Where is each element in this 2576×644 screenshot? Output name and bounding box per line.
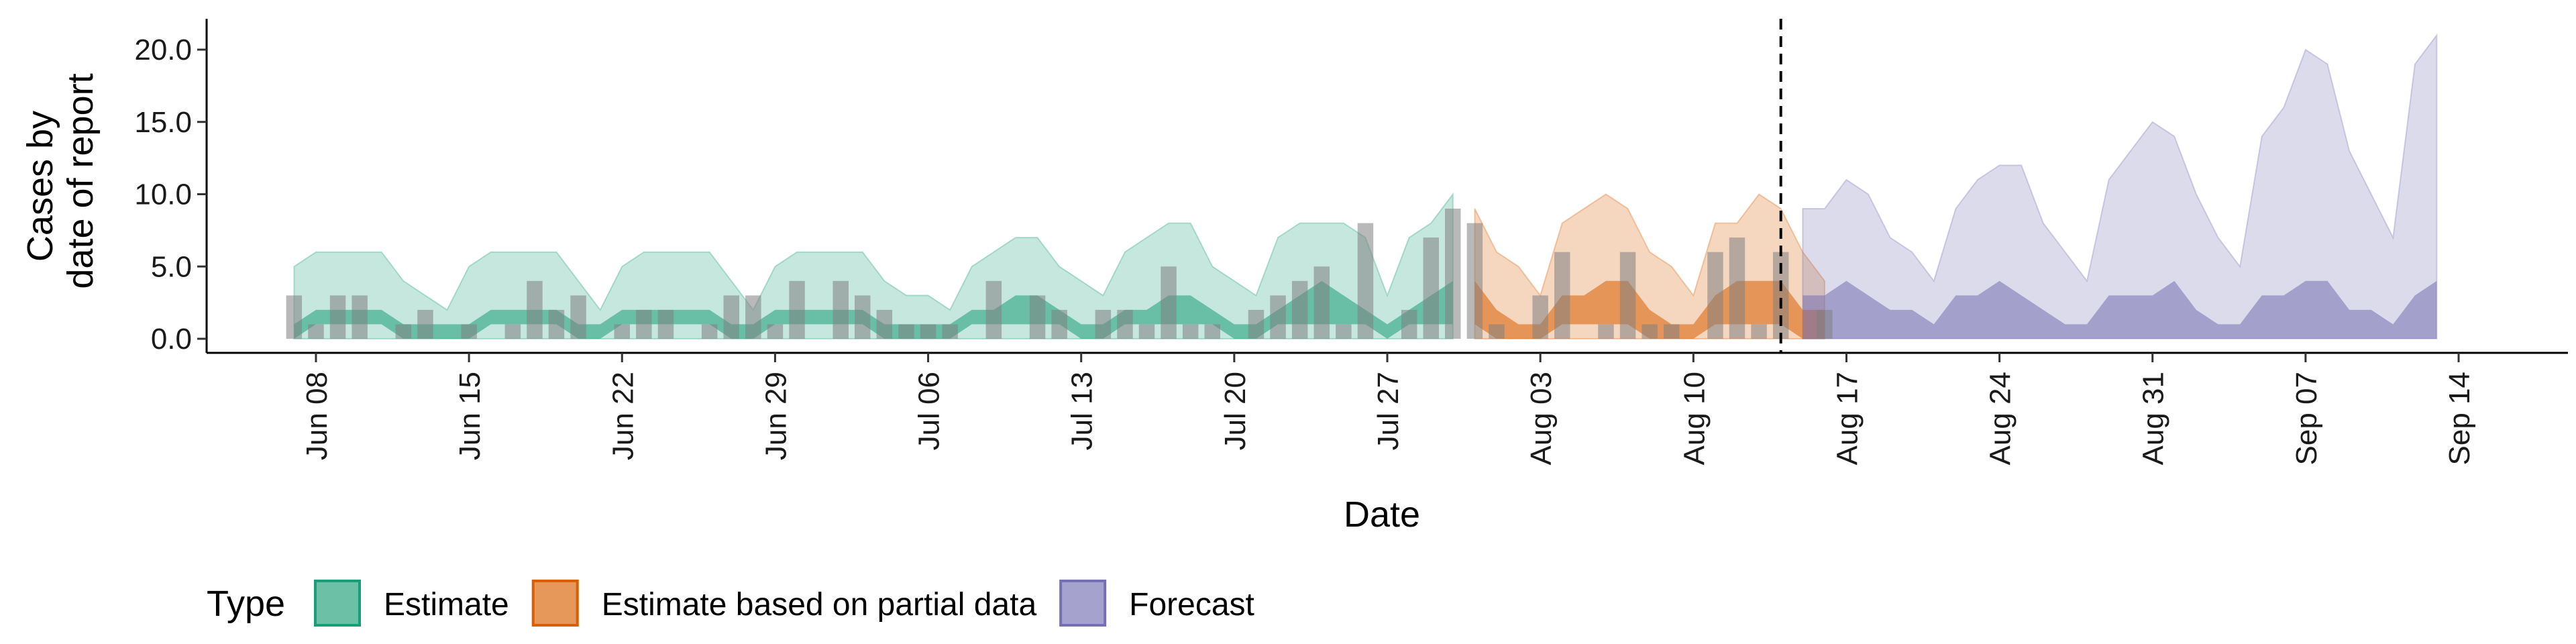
x-tick-label: Jun 22 bbox=[606, 372, 639, 460]
x-tick-label: Jun 29 bbox=[759, 372, 792, 460]
legend: Type Estimate Estimate based on partial d… bbox=[207, 580, 1254, 627]
observed-bar bbox=[1401, 309, 1417, 339]
observed-bar bbox=[789, 280, 805, 339]
x-tick-label: Aug 17 bbox=[1831, 372, 1864, 465]
observed-bar bbox=[352, 295, 368, 339]
legend-label-3: Forecast bbox=[1129, 587, 1254, 623]
observed-bar bbox=[1817, 309, 1833, 339]
observed-bars bbox=[286, 209, 1833, 339]
observed-bar bbox=[1598, 324, 1614, 339]
observed-bar bbox=[1554, 252, 1570, 339]
observed-bar bbox=[876, 309, 893, 339]
observed-bar bbox=[417, 309, 433, 339]
observed-bar bbox=[1182, 324, 1199, 339]
x-tick-label: Aug 24 bbox=[1984, 372, 2017, 465]
series-3-band-90 bbox=[1802, 33, 2438, 339]
x-axis-title: Date bbox=[1344, 494, 1420, 535]
legend-key-1 bbox=[314, 580, 361, 627]
observed-bar bbox=[570, 295, 586, 339]
y-tick-label: 0.0 bbox=[151, 323, 192, 356]
observed-bar bbox=[1336, 324, 1352, 339]
observed-bar bbox=[1423, 237, 1439, 339]
axis-titles: Date Cases by date of report bbox=[20, 73, 1420, 535]
legend-label-2: Estimate based on partial data bbox=[602, 587, 1037, 623]
x-tick-label: Jul 06 bbox=[913, 372, 946, 450]
observed-bar bbox=[1161, 266, 1177, 339]
observed-bar bbox=[833, 280, 849, 339]
legend-title: Type bbox=[207, 584, 285, 624]
observed-bar bbox=[636, 309, 652, 339]
x-tick-label: Jun 08 bbox=[301, 372, 333, 460]
observed-bar bbox=[1291, 280, 1308, 339]
legend-label-1: Estimate bbox=[384, 587, 509, 623]
y-axis-title-line-1: Cases by bbox=[20, 111, 60, 262]
observed-bar bbox=[548, 309, 565, 339]
observed-bar bbox=[1204, 324, 1220, 339]
x-tick-label: Aug 31 bbox=[2137, 372, 2170, 465]
x-tick-label: Sep 07 bbox=[2290, 372, 2323, 465]
observed-bar bbox=[286, 295, 303, 339]
observed-bar bbox=[1117, 309, 1133, 339]
observed-bar bbox=[1051, 309, 1067, 339]
observed-bar bbox=[308, 324, 324, 339]
observed-bar bbox=[1029, 295, 1046, 339]
observed-bar bbox=[701, 324, 718, 339]
observed-bar bbox=[1357, 223, 1374, 339]
y-tick-label: 10.0 bbox=[134, 178, 192, 211]
x-tick-label: Aug 10 bbox=[1678, 372, 1711, 465]
observed-bar bbox=[1489, 324, 1505, 339]
observed-bar bbox=[1445, 209, 1461, 339]
legend-key-2 bbox=[531, 580, 579, 627]
observed-bar bbox=[985, 280, 1002, 339]
observed-bar bbox=[745, 295, 761, 339]
observed-bar bbox=[1270, 295, 1286, 339]
observed-bar bbox=[461, 324, 477, 339]
observed-bar bbox=[614, 324, 630, 339]
observed-bar bbox=[1729, 237, 1746, 339]
y-axis-title: Cases by date of report bbox=[20, 73, 101, 288]
observed-bar bbox=[1248, 309, 1265, 339]
x-axis-ticks: Jun 08 Jun 15 Jun 22 Jun 29 Jul 06 Jul 13 Jul … bbox=[301, 353, 2476, 465]
y-tick-label: 20.0 bbox=[134, 34, 192, 66]
observed-bar bbox=[527, 280, 543, 339]
observed-bar bbox=[329, 295, 346, 339]
observed-bar bbox=[1095, 309, 1112, 339]
observed-bar bbox=[395, 324, 412, 339]
observed-bar bbox=[898, 324, 914, 339]
legend-key-3 bbox=[1059, 580, 1107, 627]
observed-bar bbox=[1466, 223, 1483, 339]
y-axis-ticks: 0.0 5.0 10.0 15.0 20.0 bbox=[134, 34, 207, 356]
observed-bar bbox=[504, 324, 521, 339]
x-tick-label: Aug 03 bbox=[1525, 372, 1558, 465]
x-tick-label: Jun 15 bbox=[453, 372, 486, 460]
y-tick-label: 15.0 bbox=[134, 106, 192, 139]
observed-bar bbox=[1772, 252, 1789, 339]
observed-bar bbox=[1707, 252, 1723, 339]
y-axis-title-line-2: date of report bbox=[60, 73, 101, 288]
observed-bar bbox=[855, 295, 871, 339]
observed-bar bbox=[1313, 266, 1330, 339]
observed-bar bbox=[920, 324, 936, 339]
x-tick-label: Jul 20 bbox=[1219, 372, 1252, 450]
observed-bar bbox=[942, 324, 958, 339]
x-tick-label: Sep 14 bbox=[2443, 372, 2476, 465]
observed-bar bbox=[1532, 295, 1548, 339]
observed-bar bbox=[767, 324, 784, 339]
x-tick-label: Jul 27 bbox=[1372, 372, 1405, 450]
y-tick-label: 5.0 bbox=[151, 250, 192, 283]
observed-bar bbox=[723, 295, 739, 339]
observed-bar bbox=[657, 309, 674, 339]
observed-bar bbox=[1619, 252, 1636, 339]
observed-bar bbox=[1642, 324, 1658, 339]
x-tick-label: Jul 13 bbox=[1066, 372, 1099, 450]
observed-bar bbox=[1138, 324, 1155, 339]
observed-bar bbox=[1751, 324, 1767, 339]
observed-bar bbox=[1664, 324, 1680, 339]
series-3-band-50 bbox=[1803, 280, 2437, 339]
